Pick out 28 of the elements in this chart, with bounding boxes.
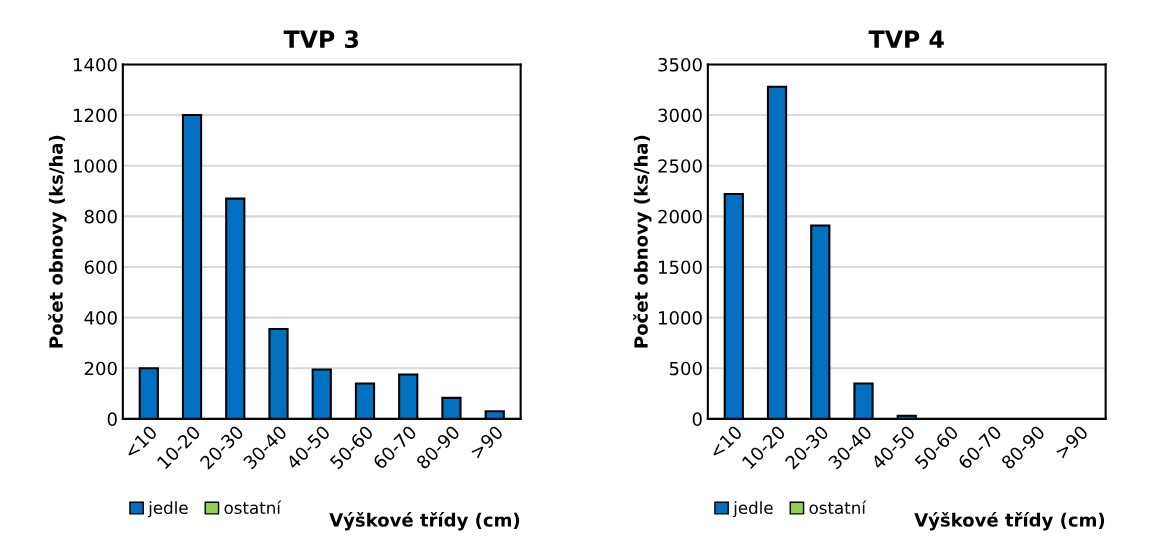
y-tick-label: 3000 <box>658 108 702 123</box>
x-axis-title: Výškové třídy (cm) <box>914 512 1105 531</box>
y-tick-label: 1400 <box>74 57 117 72</box>
y-axis-title: Počet obnovy (ks/ha) <box>48 135 67 348</box>
y-tick-label: 1200 <box>74 108 117 123</box>
chart-title: TVP 4 <box>868 30 944 48</box>
legend-label: jedle <box>147 501 188 518</box>
x-axis-title: Výškové třídy (cm) <box>329 512 520 531</box>
y-tick-label: 400 <box>84 311 117 325</box>
y-tick-label: 0 <box>692 412 702 426</box>
y-tick-label: 200 <box>84 361 117 376</box>
y-tick-label: 500 <box>669 361 702 376</box>
y-tick-label: 2500 <box>658 159 702 173</box>
y-tick-label: 3500 <box>658 57 702 72</box>
chart-title: TVP 3 <box>283 30 359 49</box>
legend-label: jedle <box>732 501 773 518</box>
y-tick-label: 600 <box>84 260 117 275</box>
y-tick-label: 2000 <box>658 209 702 224</box>
legend-label: ostatní <box>224 500 282 515</box>
y-axis-title: Počet obnovy (ks/ha) <box>633 135 652 348</box>
legend-label: ostatní <box>809 500 867 515</box>
x-tick-label: <10 <box>708 424 743 460</box>
y-tick-label: 1500 <box>659 260 702 275</box>
y-tick-label: 0 <box>107 412 117 426</box>
y-tick-label: 1000 <box>659 311 702 325</box>
x-tick-label: <10 <box>123 424 158 460</box>
y-tick-label: 1000 <box>74 159 117 173</box>
y-tick-label: 800 <box>84 209 117 224</box>
